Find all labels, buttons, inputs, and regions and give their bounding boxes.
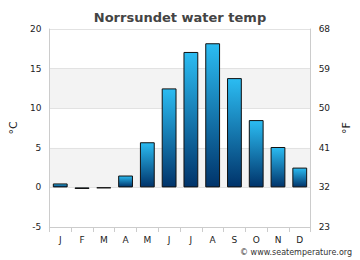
- svg-text:32: 32: [319, 182, 330, 192]
- svg-text:-5: -5: [32, 222, 41, 232]
- svg-text:M: M: [100, 235, 108, 245]
- svg-text:59: 59: [319, 64, 331, 74]
- svg-text:S: S: [232, 235, 238, 245]
- svg-text:A: A: [122, 235, 129, 245]
- svg-text:M: M: [143, 235, 151, 245]
- svg-text:41: 41: [319, 143, 330, 153]
- svg-text:50: 50: [319, 103, 331, 113]
- svg-text:0: 0: [36, 182, 42, 192]
- svg-text:Norrsundet water temp: Norrsundet water temp: [94, 10, 266, 25]
- svg-text:© www.seatemperature.org: © www.seatemperature.org: [240, 248, 352, 257]
- svg-text:F: F: [79, 235, 84, 245]
- svg-text:O: O: [253, 235, 260, 245]
- svg-text:°C: °C: [7, 121, 20, 135]
- svg-text:J: J: [167, 235, 171, 245]
- svg-text:J: J: [189, 235, 193, 245]
- svg-text:N: N: [275, 235, 282, 245]
- svg-text:20: 20: [30, 24, 42, 34]
- svg-text:°F: °F: [340, 122, 353, 134]
- svg-text:68: 68: [319, 24, 331, 34]
- svg-text:10: 10: [30, 103, 42, 113]
- svg-text:A: A: [210, 235, 217, 245]
- svg-text:J: J: [58, 235, 62, 245]
- svg-text:5: 5: [36, 143, 42, 153]
- svg-text:15: 15: [30, 64, 41, 74]
- svg-text:23: 23: [319, 222, 330, 232]
- svg-text:D: D: [296, 235, 303, 245]
